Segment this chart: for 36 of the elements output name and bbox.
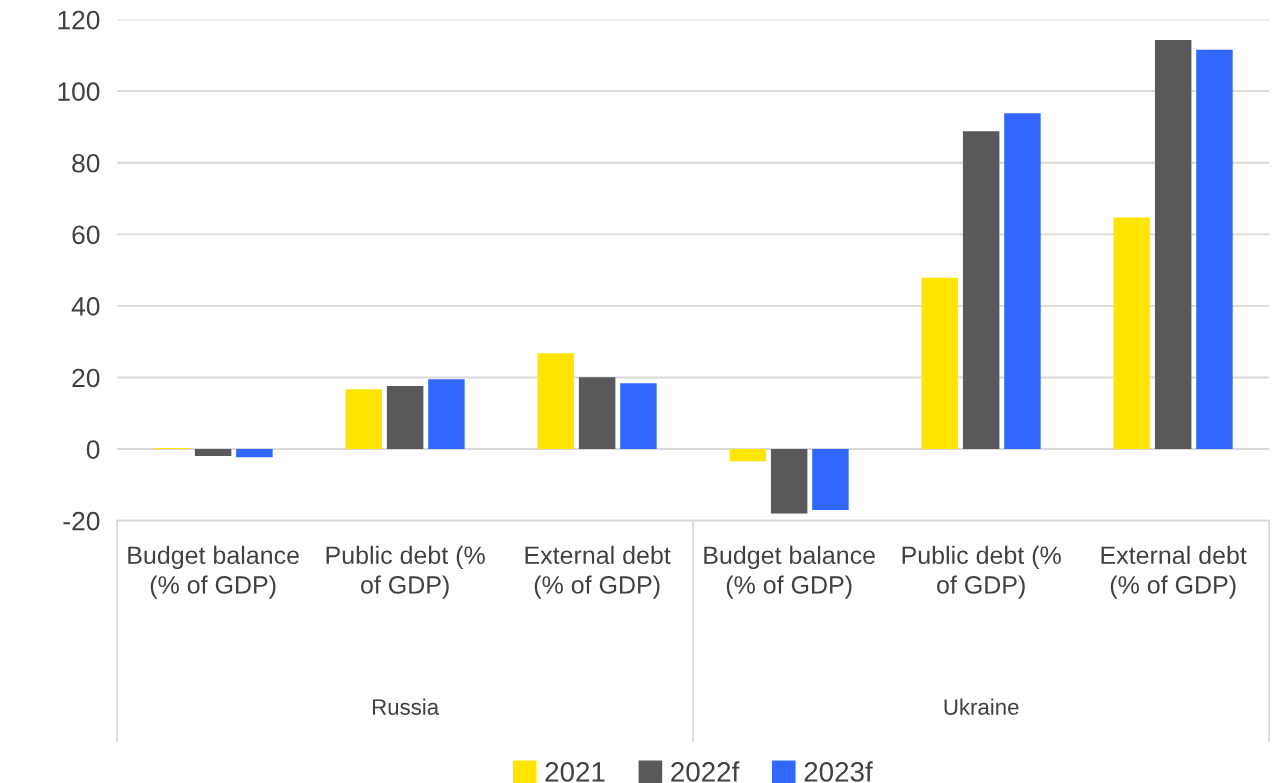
bar	[921, 277, 959, 450]
bar	[770, 449, 808, 514]
y-tick-label: 80	[72, 153, 100, 173]
bar	[194, 449, 232, 456]
x-tick-label: Public debt (% of GDP)	[326, 545, 485, 599]
x-tick-label: External debt (% of GDP)	[1101, 545, 1247, 599]
bar	[236, 449, 273, 458]
y-tick-label: 0	[86, 440, 100, 459]
x-tick-label: Budget balance (% of GDP)	[128, 545, 299, 599]
bar	[729, 449, 767, 462]
bar	[537, 353, 575, 450]
bar	[1004, 113, 1041, 450]
bar	[1196, 49, 1233, 450]
x-tick-label: Public debt (% of GDP)	[902, 545, 1061, 599]
bar	[962, 131, 1000, 450]
bar	[812, 449, 849, 510]
legend-label: 2022f	[671, 761, 740, 782]
text: Ukraine	[944, 698, 1019, 715]
y-tick-label: 60	[72, 225, 100, 245]
text: Russia	[372, 698, 440, 715]
y-tick-label: 100	[58, 82, 100, 101]
legend-label: 2021	[545, 762, 605, 782]
y-tick-label: 20	[72, 368, 100, 388]
legend-label: 2023f	[804, 761, 873, 782]
bar	[386, 386, 424, 450]
bar	[1113, 217, 1151, 450]
bar	[578, 377, 616, 450]
bar	[1154, 39, 1192, 450]
bar	[620, 383, 657, 450]
x-tick-label: External debt (% of GDP)	[525, 545, 671, 599]
y-tick-label: -20	[63, 511, 100, 531]
y-tick-label: 120	[58, 10, 100, 30]
bar	[428, 379, 465, 450]
y-tick-label: 40	[71, 297, 100, 316]
x-tick-label: Budget balance (% of GDP)	[704, 545, 875, 599]
bar	[345, 389, 383, 450]
